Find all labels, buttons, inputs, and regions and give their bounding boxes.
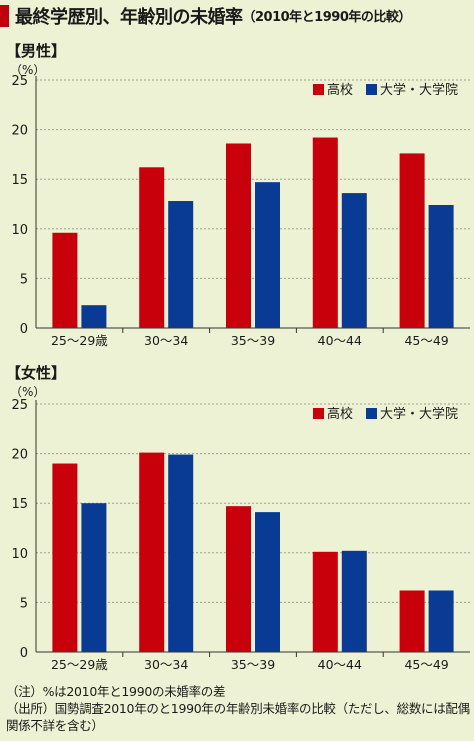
x-category-label: 35〜39 xyxy=(231,657,275,672)
university-bar xyxy=(255,512,280,652)
highschool-bar xyxy=(399,153,425,328)
university-legend-swatch xyxy=(366,408,377,419)
university-bar xyxy=(428,590,454,652)
x-category-label: 45〜49 xyxy=(404,657,448,672)
note-line: （注）%は2010年と1990の未婚率の差 xyxy=(6,684,226,699)
highschool-bar xyxy=(52,232,78,328)
y-tick-label: 10 xyxy=(11,547,28,562)
y-tick-label: 25 xyxy=(11,398,28,413)
y-tick-label: 0 xyxy=(20,646,28,661)
male-panel-label: 【男性】 xyxy=(6,42,67,60)
university-legend-label: 大学・大学院 xyxy=(380,406,458,422)
female-panel: 【女性】 （%） 0 5 10 15 20 25 25〜29歳 30〜34 35〜39 40〜44… xyxy=(0,362,474,674)
y-tick-label: 25 xyxy=(11,74,28,89)
y-tick-label: 0 xyxy=(20,322,28,337)
female-unit-label: （%） xyxy=(10,385,46,399)
highschool-legend-swatch xyxy=(313,84,324,95)
x-category-label: 25〜29歳 xyxy=(51,657,108,672)
highschool-legend-label: 高校 xyxy=(327,82,353,98)
university-bar xyxy=(81,305,107,328)
highschool-bar xyxy=(52,463,78,652)
chart-title: 最終学歴別、年齢別の未婚率 xyxy=(15,6,243,28)
highschool-bar xyxy=(139,452,165,652)
x-category-label: 30〜34 xyxy=(144,333,188,348)
x-category-label: 45〜49 xyxy=(404,333,448,348)
x-category-label: 40〜44 xyxy=(318,333,362,348)
university-legend-swatch xyxy=(366,84,377,95)
highschool-bar xyxy=(226,506,251,652)
university-bar xyxy=(428,204,454,328)
y-tick-label: 10 xyxy=(11,223,28,238)
highschool-legend-label: 高校 xyxy=(327,406,353,422)
university-bar xyxy=(168,201,194,328)
y-tick-label: 20 xyxy=(11,448,28,463)
highschool-legend-swatch xyxy=(313,408,324,419)
male-panel: 【男性】 （%） 0 5 10 15 20 25 25〜29歳 30〜34 35〜39 40〜44… xyxy=(0,38,474,350)
y-tick-label: 15 xyxy=(11,497,28,512)
university-bar xyxy=(341,193,367,328)
title-accent-mark xyxy=(0,4,9,27)
y-tick-label: 20 xyxy=(11,124,28,139)
x-category-label: 30〜34 xyxy=(144,657,188,672)
chart-subtitle: （2010年と1990年の比較） xyxy=(242,10,412,25)
university-bar xyxy=(255,182,280,328)
title-bar: 最終学歴別、年齢別の未婚率 （2010年と1990年の比較） xyxy=(0,0,474,31)
y-tick-label: 5 xyxy=(20,272,28,287)
female-chart: 0 5 10 15 20 25 25〜29歳 30〜34 35〜39 40〜44 45〜49 高校 大学… xyxy=(11,398,470,672)
university-bar xyxy=(81,503,107,652)
highschool-bar xyxy=(226,143,251,328)
female-panel-label: 【女性】 xyxy=(6,364,67,382)
notes: （注）%は2010年と1990の未婚率の差 （出所）国勢調査2010年のと199… xyxy=(6,683,472,734)
y-tick-label: 15 xyxy=(11,173,28,188)
highschool-bar xyxy=(312,551,338,652)
highschool-bar xyxy=(312,137,338,328)
university-bar xyxy=(341,550,367,652)
x-category-label: 40〜44 xyxy=(318,657,362,672)
highschool-bar xyxy=(399,590,425,652)
x-category-label: 35〜39 xyxy=(231,333,275,348)
male-unit-label: （%） xyxy=(10,63,46,77)
university-bar xyxy=(168,454,194,652)
y-tick-label: 5 xyxy=(20,596,28,611)
highschool-bar xyxy=(139,167,165,328)
male-chart: 0 5 10 15 20 25 25〜29歳 30〜34 35〜39 40〜44 45〜49 高校 大学… xyxy=(11,74,470,348)
source-line: （出所）国勢調査2010年のと1990年の年齢別未婚率の比較（ただし、総数には配… xyxy=(6,701,470,733)
university-legend-label: 大学・大学院 xyxy=(380,82,458,98)
x-category-label: 25〜29歳 xyxy=(51,333,108,348)
